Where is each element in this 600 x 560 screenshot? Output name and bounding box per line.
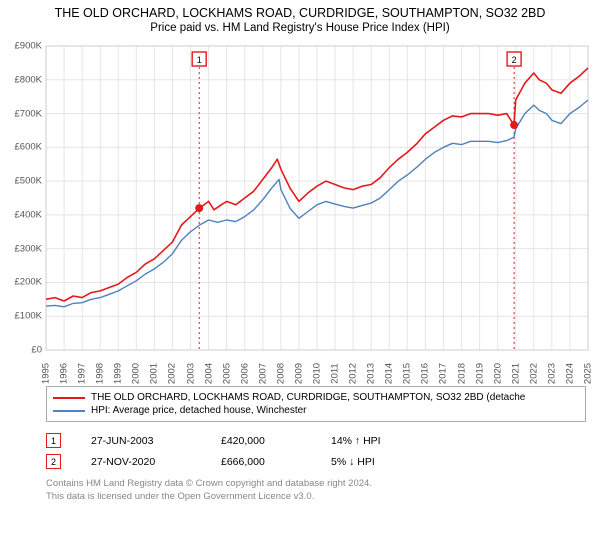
x-axis-label: 2024: [564, 363, 575, 384]
title-main: THE OLD ORCHARD, LOCKHAMS ROAD, CURDRIDG…: [8, 6, 592, 20]
x-axis-label: 2020: [492, 363, 503, 384]
x-axis-label: 2021: [510, 363, 521, 384]
x-axis-label: 2002: [167, 363, 178, 384]
title-sub: Price paid vs. HM Land Registry's House …: [8, 22, 592, 34]
x-axis-label: 2014: [384, 363, 395, 384]
y-axis-label: £500K: [15, 176, 42, 187]
x-axis-label: 2006: [239, 363, 250, 384]
x-axis-label: 2003: [185, 363, 196, 384]
x-axis-label: 2013: [366, 363, 377, 384]
legend-label: HPI: Average price, detached house, Winc…: [91, 405, 307, 416]
x-axis-label: 2007: [257, 363, 268, 384]
footer-line-1: Contains HM Land Registry data © Crown c…: [46, 478, 592, 491]
y-axis-label: £200K: [15, 277, 42, 288]
x-axis-label: 2019: [474, 363, 485, 384]
sale-date: 27-JUN-2003: [91, 435, 221, 447]
x-axis-label: 1997: [77, 363, 88, 384]
x-axis-label: 2018: [456, 363, 467, 384]
x-axis-label: 2005: [221, 363, 232, 384]
y-axis-label: £100K: [15, 311, 42, 322]
x-axis-label: 1998: [95, 363, 106, 384]
sales-table: 1 27-JUN-2003£420,00014% ↑ HPI 2 27-NOV-202…: [46, 430, 592, 472]
x-axis-label: 2016: [420, 363, 431, 384]
x-axis-label: 2001: [149, 363, 160, 384]
y-axis-label: £400K: [15, 209, 42, 220]
x-axis-label: 2008: [275, 363, 286, 384]
x-axis-label: 2000: [131, 363, 142, 384]
x-axis-label: 2011: [330, 363, 341, 383]
footer-line-2: This data is licensed under the Open Gov…: [46, 491, 592, 504]
chart-svg: 12: [8, 40, 592, 380]
legend-swatch: [53, 410, 85, 412]
x-axis-label: 2022: [528, 363, 539, 384]
x-axis-label: 2009: [293, 363, 304, 384]
sale-pct: 5% ↓ HPI: [331, 456, 451, 468]
y-axis-label: £800K: [15, 74, 42, 85]
sale-price: £420,000: [221, 435, 331, 447]
legend-row: THE OLD ORCHARD, LOCKHAMS ROAD, CURDRIDG…: [53, 391, 579, 404]
y-axis-label: £600K: [15, 142, 42, 153]
sale-row: 1 27-JUN-2003£420,00014% ↑ HPI: [46, 430, 592, 451]
x-axis-label: 2017: [438, 363, 449, 384]
x-axis-label: 2015: [402, 363, 413, 384]
x-axis-label: 1995: [41, 363, 52, 384]
sale-price: £666,000: [221, 456, 331, 468]
x-axis-label: 2010: [312, 363, 323, 384]
legend-row: HPI: Average price, detached house, Winc…: [53, 404, 579, 417]
svg-text:1: 1: [197, 55, 202, 65]
y-axis-label: £300K: [15, 243, 42, 254]
y-axis-label: £0: [31, 345, 42, 356]
y-axis-label: £700K: [15, 108, 42, 119]
sale-row: 2 27-NOV-2020£666,0005% ↓ HPI: [46, 451, 592, 472]
legend-swatch: [53, 397, 85, 399]
x-axis-label: 1996: [59, 363, 70, 384]
x-axis-label: 2025: [583, 363, 594, 384]
chart-container: THE OLD ORCHARD, LOCKHAMS ROAD, CURDRIDG…: [0, 0, 600, 508]
sale-badge: 2: [46, 454, 61, 469]
footer: Contains HM Land Registry data © Crown c…: [46, 478, 592, 504]
sale-badge: 1: [46, 433, 61, 448]
chart-area: 12 £0£100K£200K£300K£400K£500K£600K£700K…: [8, 40, 592, 380]
x-axis-label: 1999: [113, 363, 124, 384]
sale-date: 27-NOV-2020: [91, 456, 221, 468]
x-axis-label: 2023: [546, 363, 557, 384]
x-axis-label: 2012: [348, 363, 359, 384]
sale-pct: 14% ↑ HPI: [331, 435, 451, 447]
svg-text:2: 2: [512, 55, 517, 65]
y-axis-label: £900K: [15, 41, 42, 52]
x-axis-label: 2004: [203, 363, 214, 384]
legend-box: THE OLD ORCHARD, LOCKHAMS ROAD, CURDRIDG…: [46, 386, 586, 422]
legend-label: THE OLD ORCHARD, LOCKHAMS ROAD, CURDRIDG…: [91, 392, 525, 403]
